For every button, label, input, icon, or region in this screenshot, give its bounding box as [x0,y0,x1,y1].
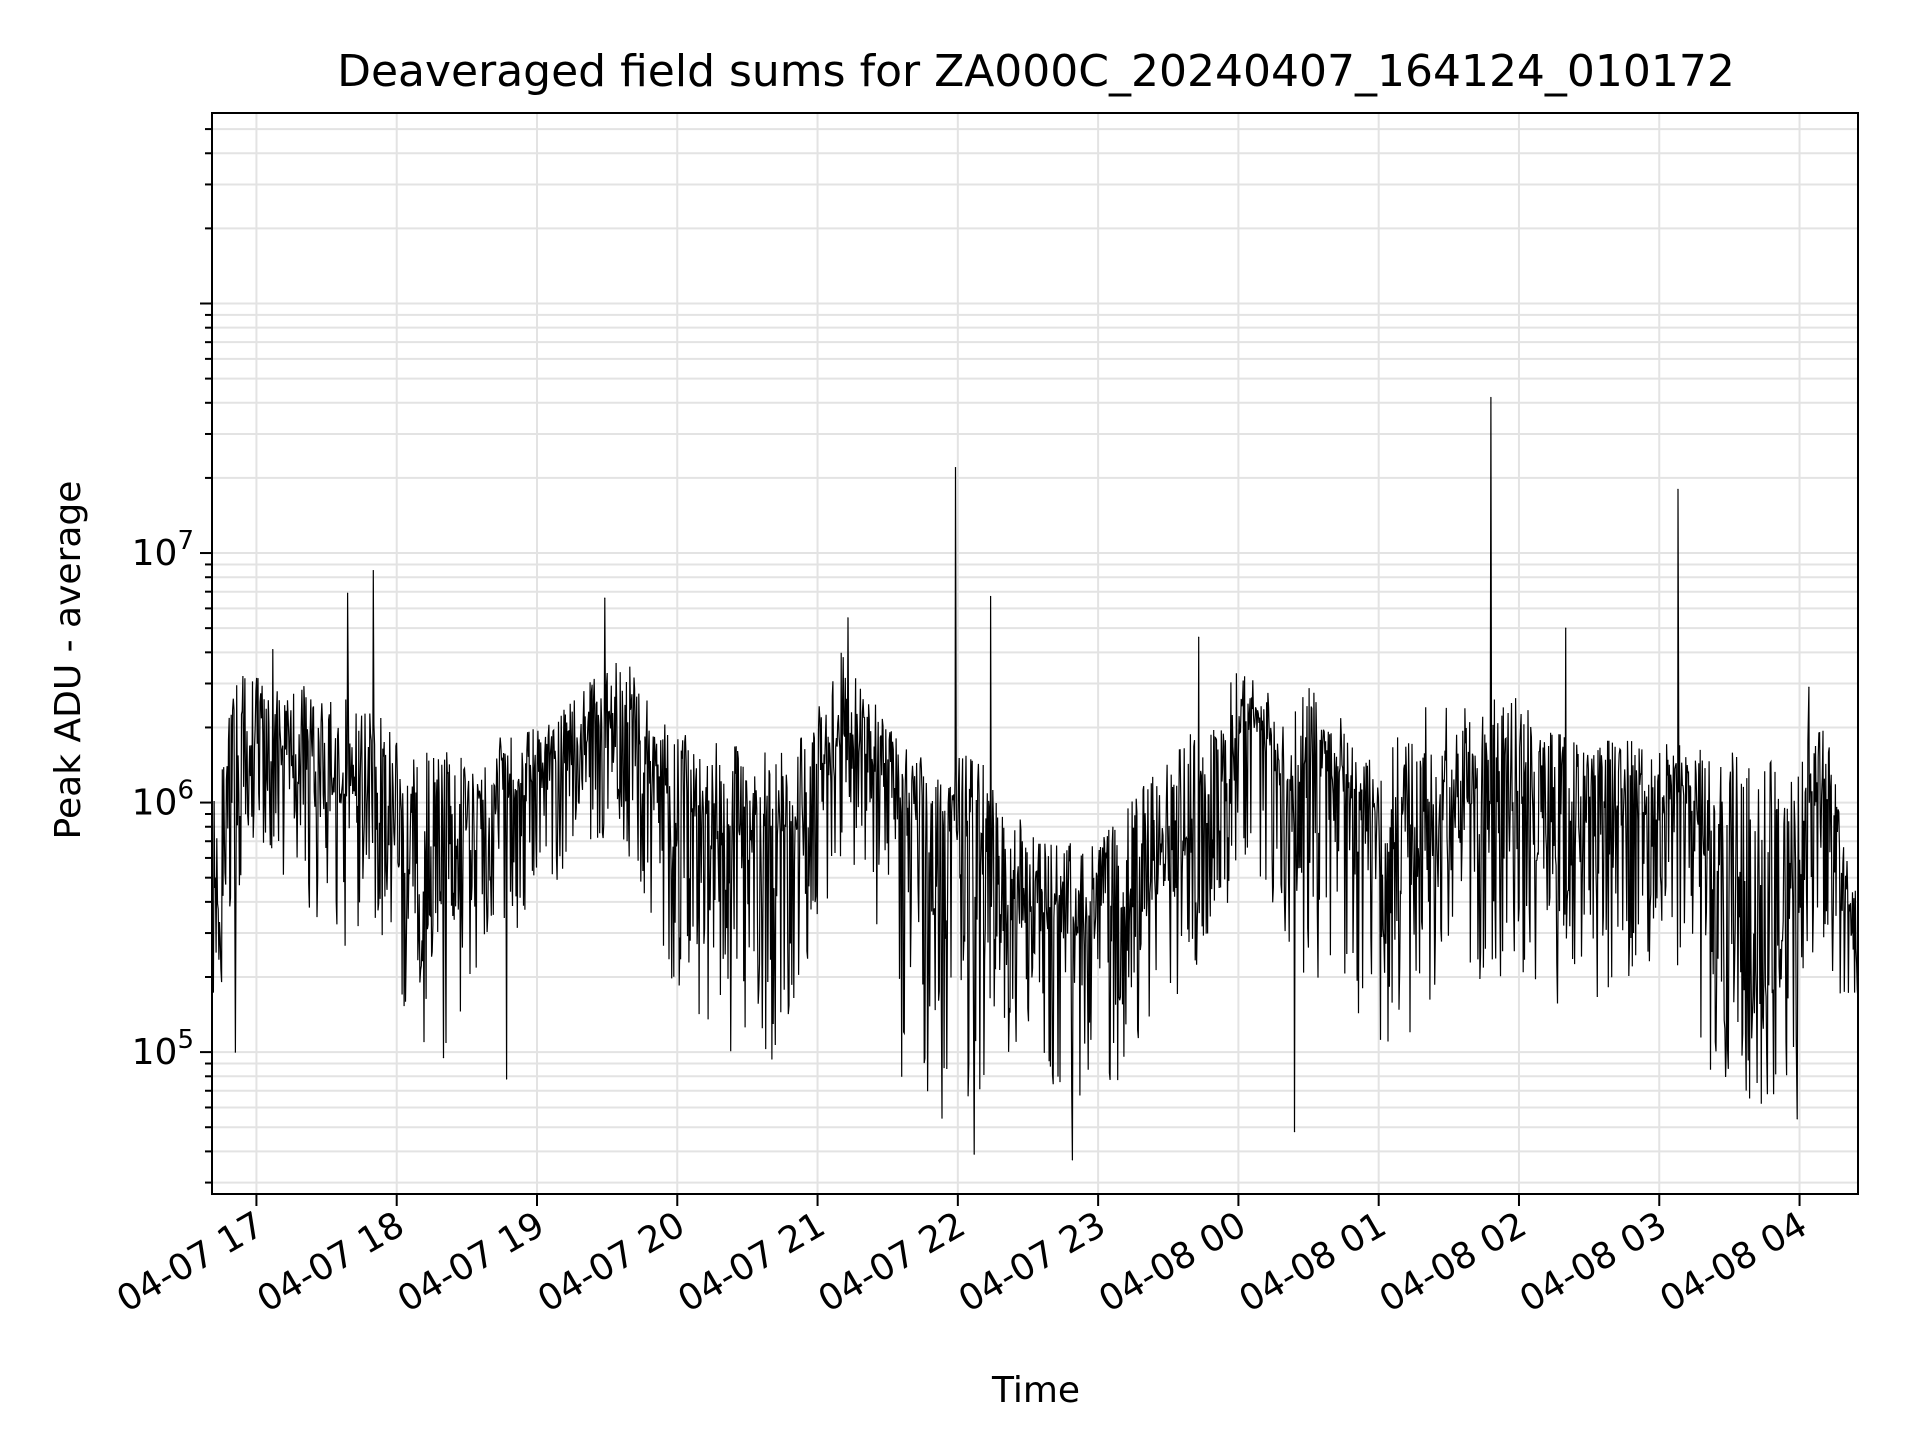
dip-point [1796,1118,1798,1120]
spike-point [272,649,274,651]
dip-point [442,1057,445,1059]
dip-point [973,1153,975,1155]
dip-point [1071,1159,1074,1161]
spike-point [1198,636,1200,638]
dip-point [234,1051,236,1053]
spike-point [1565,627,1567,629]
spike-point [847,617,849,619]
data-series [211,396,1859,1161]
dip-point [901,1075,903,1077]
dip-point [1293,1131,1296,1133]
spike-point [372,570,374,572]
spike-point [604,597,606,599]
plot-frame [211,112,1859,1195]
y-tick-label: 106 [132,776,194,824]
spike-point [954,466,957,469]
x-axis-label: Time [991,1370,1080,1411]
y-axis-label: Peak ADU - average [48,481,89,840]
spike-point [1490,396,1492,399]
spike-point [1808,686,1810,688]
y-tick-label: 105 [132,1025,194,1073]
dip-point [505,1078,508,1080]
chart-title: Deaveraged field sums for ZA000C_2024040… [337,46,1735,97]
series-line [211,397,1859,1160]
spike-point [989,595,992,598]
spike-point [347,592,349,594]
spike-point [1677,488,1679,490]
y-tick-label: 107 [132,526,194,574]
